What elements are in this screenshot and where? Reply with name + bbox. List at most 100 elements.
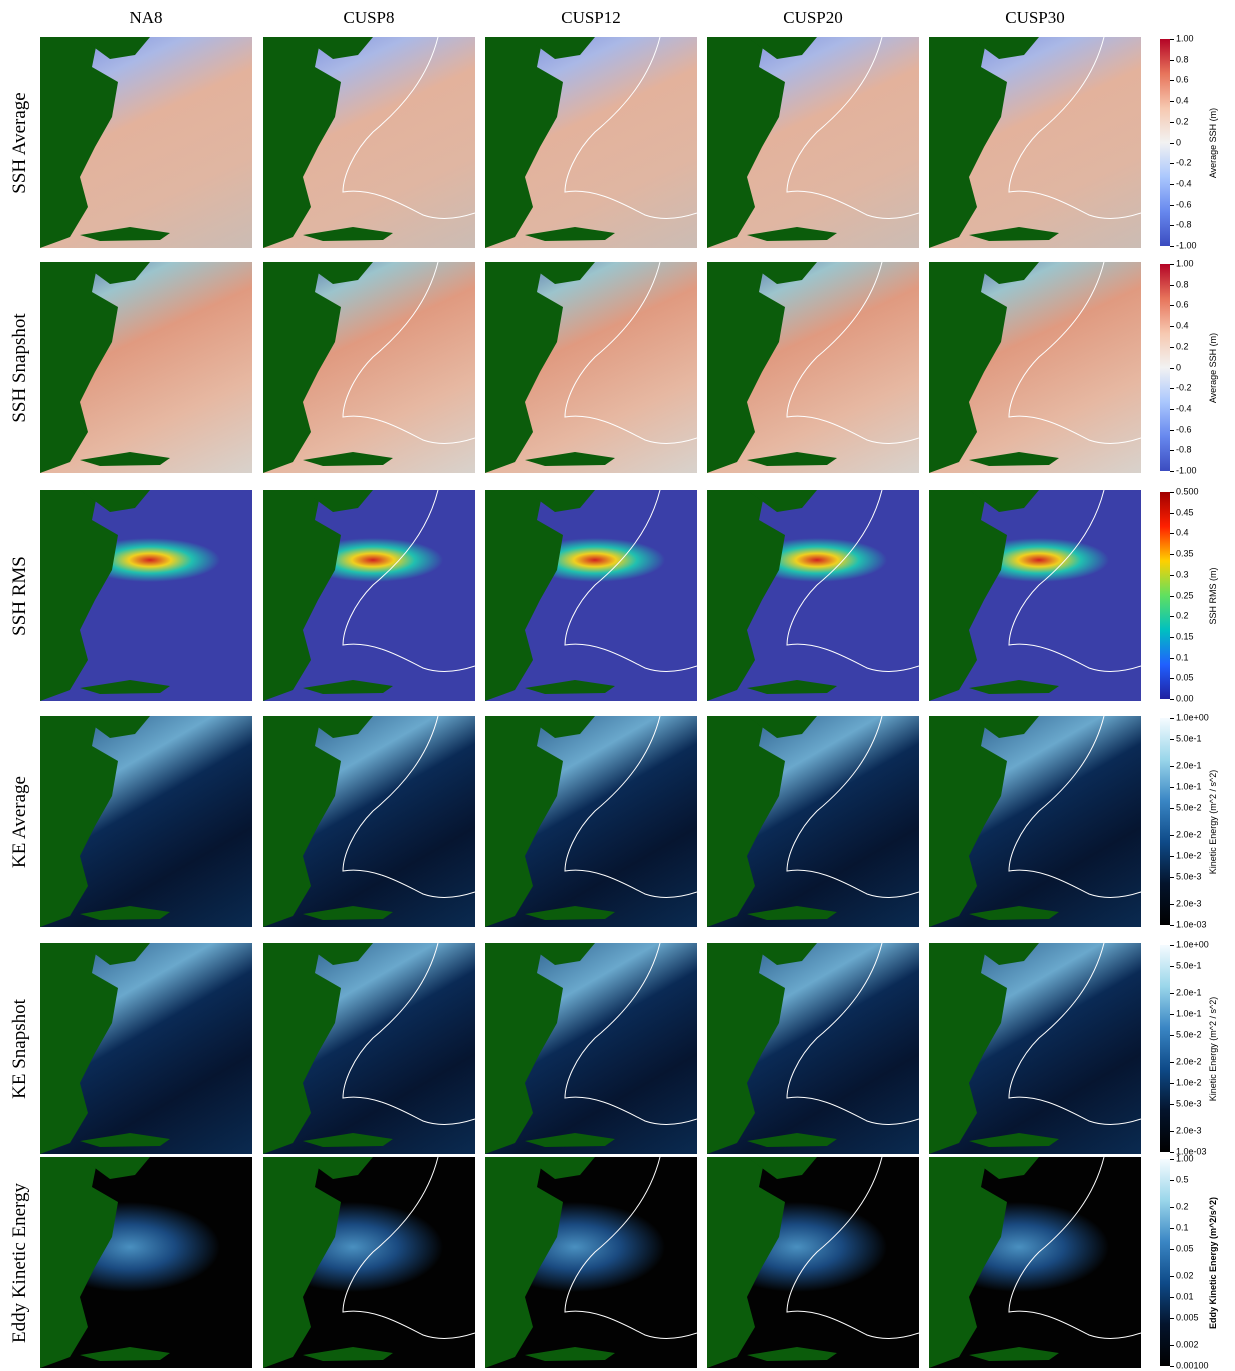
map-overlay [263,37,475,248]
map-panel [263,37,475,248]
map-panel [263,943,475,1154]
colorbar [1160,39,1170,246]
colorbar-tick-label: 0.05 [1176,672,1194,683]
colorbar-tick-label: 2.0e-1 [1176,987,1202,998]
map-overlay [40,262,170,473]
map-panel [40,1157,252,1368]
colorbar-tick [1170,471,1174,472]
colorbar-tick [1170,1083,1174,1084]
colorbar-tick [1170,678,1174,680]
map-overlay [929,262,1141,473]
map-panel [40,490,252,701]
map-overlay [40,716,170,927]
colorbar-tick [1170,554,1174,556]
colorbar-tick-label: 0.8 [1176,279,1189,290]
colorbar-tick [1170,1062,1174,1064]
colorbar-tick [1170,1131,1174,1133]
colorbar-tick [1170,636,1174,638]
colorbar-tick-label: 0.35 [1176,548,1194,559]
colorbar-tick-label: 1.0e+00 [1176,712,1209,723]
map-panel [263,1157,475,1368]
colorbar-tick-label: 2.0e-2 [1176,829,1202,840]
colorbar-tick [1170,59,1174,61]
colorbar-tick-label: 1.0e+00 [1176,939,1209,950]
map-panel [485,1157,697,1368]
colorbar-tick-label: -0.8 [1176,444,1192,455]
map-overlay [929,37,1141,248]
colorbar-tick-label: 0.3 [1176,569,1189,580]
map-overlay [40,490,170,701]
colorbar-tick [1170,533,1174,535]
colorbar-tick [1170,574,1174,576]
colorbar-tick-label: 5.0e-1 [1176,960,1202,971]
colorbar-tick [1170,450,1174,452]
map-panel [707,943,919,1154]
colorbar-tick-label: -0.6 [1176,424,1192,435]
colorbar [1160,945,1170,1152]
colorbar-tick-label: -1.00 [1176,465,1197,476]
colorbar-tick-label: 0.02 [1176,1270,1194,1281]
row-label: Eddy Kinetic Energy [9,1182,30,1343]
map-panel [263,262,475,473]
colorbar-tick-label: 1.0e-1 [1176,1008,1202,1019]
map-panel [485,37,697,248]
map-overlay [485,716,697,927]
colorbar-tick-label: -0.4 [1176,403,1192,414]
colorbar-tick [1170,699,1174,700]
map-panel [40,943,252,1154]
colorbar-tick-label: -0.6 [1176,199,1192,210]
map-overlay [929,716,1141,927]
colorbar-tick-label: 0.1 [1176,652,1189,663]
colorbar-tick-label: 0.500 [1176,486,1199,497]
colorbar-tick [1170,204,1174,206]
map-overlay [485,490,697,701]
row-label: SSH RMS [9,555,30,636]
colorbar-tick-label: -0.4 [1176,178,1192,189]
row-label: KE Snapshot [9,998,30,1099]
map-overlay [929,490,1141,701]
map-overlay [929,943,1141,1154]
map-panel [707,37,919,248]
colorbar-tick-label: 5.0e-1 [1176,733,1202,744]
colorbar-tick-label: 0.01 [1176,1291,1194,1302]
colorbar-tick [1170,1276,1174,1278]
colorbar-tick-label: 2.0e-1 [1176,760,1202,771]
column-header: CUSP20 [783,8,843,27]
colorbar-tick [1170,305,1174,307]
colorbar-tick-label: 0 [1176,362,1182,372]
row-label: SSH Average [9,91,30,194]
map-overlay [485,37,697,248]
colorbar-tick-label: 1.00 [1176,1153,1194,1164]
colorbar-title: Eddy Kinetic Energy (m^2/s^2) [1208,1196,1218,1329]
column-header: CUSP8 [343,8,395,27]
colorbar-tick [1170,492,1174,493]
colorbar-tick-label: 1.00 [1176,258,1194,269]
map-overlay [929,1157,1141,1368]
map-panel [707,490,919,701]
map-panel [485,716,697,927]
colorbar-tick-label: 0.2 [1176,341,1189,352]
colorbar-tick [1170,225,1174,227]
colorbar-tick [1170,326,1174,328]
colorbar-tick-label: 0.4 [1176,527,1189,538]
colorbar-tick [1170,1297,1174,1298]
map-panel [929,1157,1141,1368]
colorbar-tick [1170,616,1174,618]
colorbar-tick-label: -0.8 [1176,219,1192,230]
colorbar-tick [1170,246,1174,247]
map-overlay [707,943,919,1154]
map-panel [929,716,1141,927]
row-label: SSH Snapshot [9,312,30,423]
colorbar-tick [1170,264,1174,265]
colorbar-tick-label: 0.45 [1176,507,1194,518]
map-panel [40,716,252,927]
colorbar-tick [1170,993,1174,995]
colorbar-tick [1170,595,1174,597]
colorbar-tick [1170,80,1174,82]
map-overlay [263,943,475,1154]
colorbar-tick-label: 1.0e-1 [1176,781,1202,792]
map-panel [707,262,919,473]
map-panel [707,716,919,927]
colorbar-tick-label: 0.8 [1176,54,1189,65]
colorbar-tick-label: 1.0e-03 [1176,919,1207,930]
